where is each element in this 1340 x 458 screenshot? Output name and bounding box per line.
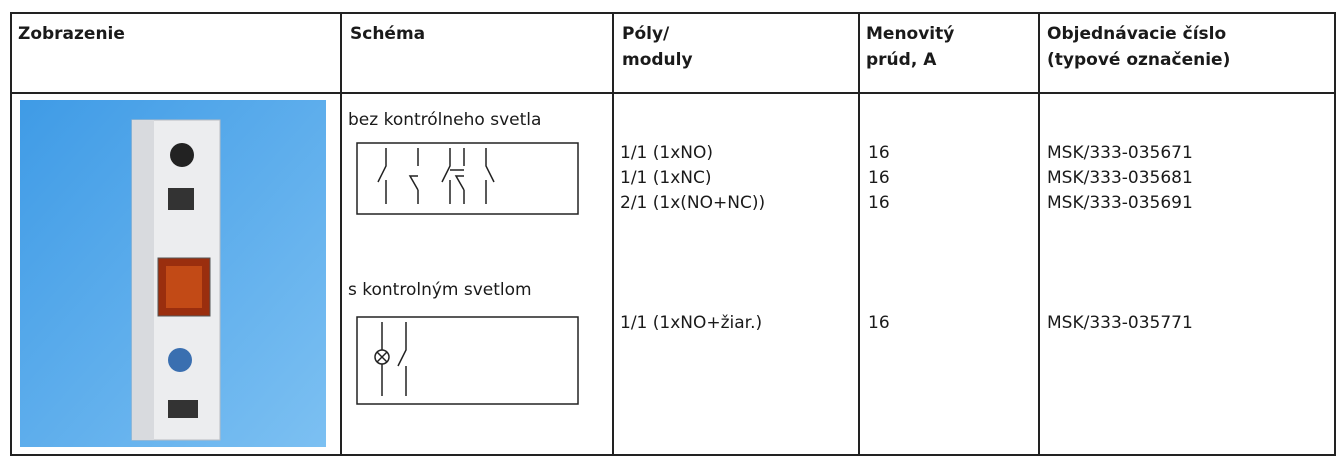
header-cell: moduly xyxy=(622,50,693,70)
poles-cell: 1/1 (1xNO) xyxy=(620,143,714,163)
order-number-cell: MSK/333-035671 xyxy=(1047,143,1193,163)
header-cell: Zobrazenie xyxy=(18,24,125,44)
device xyxy=(131,119,221,441)
schema-label: s kontrolným svetlom xyxy=(348,280,532,300)
poles-cell: 1/1 (1xNO+žiar.) xyxy=(620,313,763,333)
header-cell: (typové označenie) xyxy=(1047,50,1231,70)
poles-cell: 2/1 (1x(NO+NC)) xyxy=(620,193,766,213)
current-cell: 16 xyxy=(868,168,890,188)
rule xyxy=(10,454,1336,456)
order-number-cell: MSK/333-035681 xyxy=(1047,168,1193,188)
rule xyxy=(858,12,860,456)
current-cell: 16 xyxy=(868,313,890,333)
rule xyxy=(10,12,1336,14)
rule xyxy=(1038,12,1040,456)
rule xyxy=(10,12,12,456)
schematic xyxy=(356,142,579,405)
order-number-cell: MSK/333-035771 xyxy=(1047,313,1193,333)
header-cell: prúd, A xyxy=(866,50,937,70)
poles-cell: 1/1 (1xNC) xyxy=(620,168,712,188)
rule xyxy=(612,12,614,456)
rule xyxy=(1334,12,1336,456)
current-cell: 16 xyxy=(868,143,890,163)
current-cell: 16 xyxy=(868,193,890,213)
header-cell: Schéma xyxy=(350,24,426,44)
schema-label: bez kontrólneho svetla xyxy=(348,110,542,130)
header-cell: Objednávacie číslo xyxy=(1047,24,1227,44)
header-cell: Menovitý xyxy=(866,24,955,44)
rule xyxy=(340,12,342,456)
order-number-cell: MSK/333-035691 xyxy=(1047,193,1193,213)
rule xyxy=(10,92,1336,94)
header-cell: Póly/ xyxy=(622,24,670,44)
